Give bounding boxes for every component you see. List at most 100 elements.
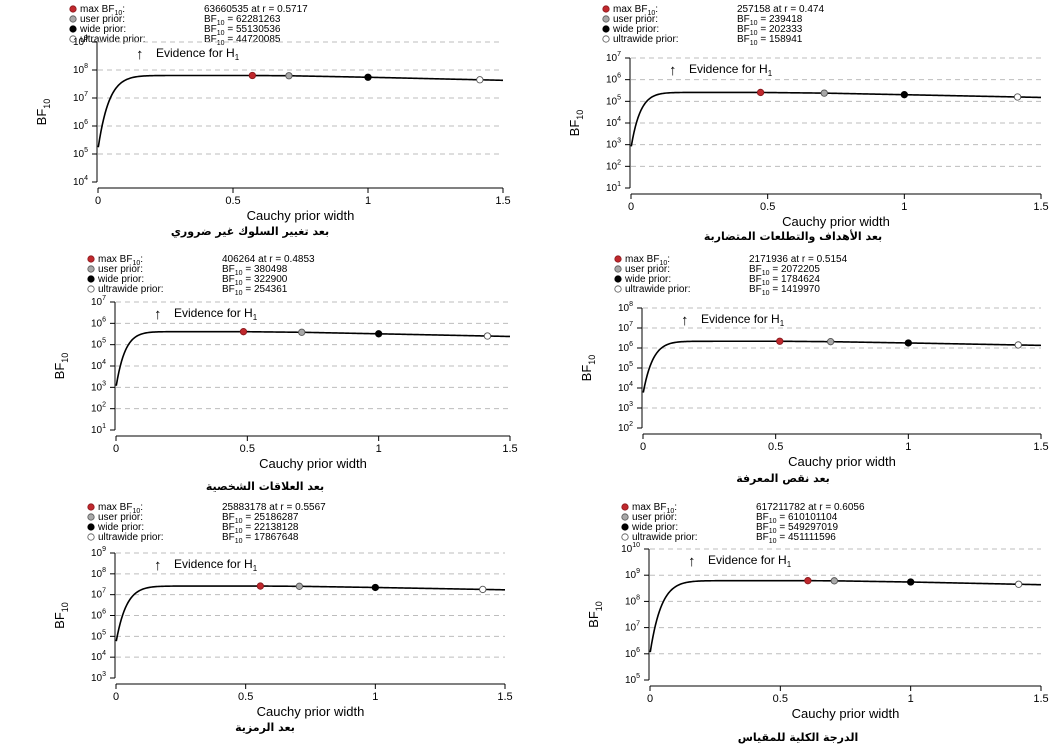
bf-curve-line (97, 74, 504, 148)
y-tick-label: 107 (625, 621, 640, 634)
x-tick-label: 1.5 (1033, 693, 1048, 705)
y-tick-label: 107 (606, 51, 621, 64)
evidence-label: Evidence for H1 (156, 46, 240, 62)
y-axis-label: BF10 (567, 110, 585, 137)
legend-max-marker (602, 5, 610, 13)
legend-ultrawide-label: ultrawide prior: (98, 284, 164, 295)
legend-user-label: user prior: (625, 264, 670, 275)
y-tick-label: 103 (91, 380, 106, 393)
legend-user-marker (621, 513, 629, 521)
y-tick-label: 105 (73, 147, 88, 160)
y-tick-label: 106 (618, 341, 633, 354)
legend-wide-marker (87, 523, 95, 531)
legend-max-label: max BF10: (632, 502, 677, 515)
panel-caption: الدرجة الكلية للمقياس (738, 731, 859, 744)
legend-user-marker (87, 513, 95, 521)
bf-curve-line (630, 91, 1042, 147)
x-tick-label: 1 (901, 201, 907, 213)
evidence-arrow-icon: ↑ (154, 306, 162, 323)
user-prior-point (295, 582, 304, 590)
chart-panel: max BF10: 2171936 at r = 0.5154 user prior… (528, 250, 1058, 500)
y-tick-label: 105 (91, 629, 106, 642)
legend-ultrawide-label: ultrawide prior: (632, 532, 698, 543)
max-prior-point (239, 328, 248, 336)
legend-ultrawide-value: BF10 = 254361 (222, 284, 288, 297)
robustness-chart: max BF10: 25883178 at r = 0.5567 user prio… (52, 502, 513, 734)
panel-caption: بعد تغيير السلوك غير ضروري (171, 225, 329, 238)
y-tick-label: 108 (618, 301, 633, 314)
evidence-arrow-icon: ↑ (681, 312, 689, 329)
ultrawide-prior-point (1014, 580, 1023, 588)
user-prior-point (285, 72, 293, 80)
legend-wide-label: wide prior: (97, 274, 144, 285)
y-tick-label: 108 (73, 63, 88, 76)
legend-ultrawide-value: BF10 = 451111596 (756, 532, 836, 545)
legend-ultrawide-label: ultrawide prior: (98, 532, 164, 543)
y-tick-label: 108 (625, 594, 640, 607)
y-tick-label: 102 (606, 159, 621, 172)
y-axis-label: BF10 (52, 353, 70, 380)
x-tick-label: 1.5 (1033, 441, 1048, 453)
x-tick-label: 0.5 (773, 693, 788, 705)
x-tick-label: 0 (113, 691, 119, 703)
legend-wide-value: BF10 = 22138128 (222, 522, 299, 535)
y-axis-label: BF10 (579, 355, 597, 382)
y-tick-label: 105 (606, 94, 621, 107)
legend-max-marker (621, 503, 629, 511)
legend-max-label: max BF10: (80, 4, 125, 17)
legend-max-value: 63660535 at r = 0.5717 (204, 4, 308, 15)
legend-wide-label: wide prior: (79, 24, 126, 35)
legend-wide-value: BF10 = 1784624 (749, 274, 820, 287)
y-tick-label: 106 (91, 609, 106, 622)
legend-max-label: max BF10: (98, 502, 143, 515)
panel-caption: بعد العلاقات الشخصية (206, 480, 324, 493)
wide-prior-point (364, 73, 372, 81)
y-tick-label: 108 (91, 567, 106, 580)
legend-max-marker (69, 5, 77, 13)
chart-panel: max BF10: 257158 at r = 0.474 user prior: B… (528, 0, 1058, 248)
legend-user-value: BF10 = 610101104 (756, 512, 838, 525)
x-tick-label: 1.5 (502, 443, 517, 455)
y-tick-label: 104 (91, 650, 106, 663)
y-tick-label: 102 (618, 421, 633, 434)
user-prior-point (298, 328, 306, 336)
legend-ultrawide-marker (621, 533, 629, 541)
y-tick-label: 105 (625, 673, 640, 686)
legend-user-label: user prior: (613, 14, 658, 25)
legend-max-label: max BF10: (613, 4, 658, 17)
x-tick-label: 0 (628, 201, 634, 213)
legend-user-value: BF10 = 239418 (737, 14, 803, 27)
x-tick-label: 0 (640, 441, 646, 453)
legend-ultrawide-marker (69, 35, 77, 43)
y-tick-label: 106 (606, 73, 621, 86)
legend-max-value: 617211782 at r = 0.6056 (756, 502, 865, 513)
legend-user-marker (69, 15, 77, 23)
legend-user-label: user prior: (80, 14, 125, 25)
legend-user-value: BF10 = 25186287 (222, 512, 299, 525)
evidence-arrow-icon: ↑ (688, 553, 696, 570)
y-tick-label: 109 (73, 35, 88, 48)
y-tick-label: 101 (91, 423, 106, 436)
x-tick-label: 0.5 (238, 691, 253, 703)
x-axis-label: Cauchy prior width (247, 208, 355, 223)
y-tick-label: 103 (91, 671, 106, 684)
chart-panel: max BF10: 617211782 at r = 0.6056 user pri… (528, 498, 1058, 749)
x-axis-label: Cauchy prior width (792, 706, 900, 721)
y-tick-label: 109 (91, 546, 106, 559)
evidence-arrow-icon: ↑ (136, 46, 144, 63)
legend-max-marker (87, 255, 95, 263)
wide-prior-point (904, 339, 912, 347)
max-prior-point (756, 88, 765, 97)
legend-max-value: 406264 at r = 0.4853 (222, 254, 315, 265)
legend-max-value: 257158 at r = 0.474 (737, 4, 824, 15)
y-tick-label: 104 (618, 381, 633, 394)
robustness-chart: max BF10: 406264 at r = 0.4853 user prior:… (52, 254, 518, 493)
x-tick-label: 1.5 (497, 691, 512, 703)
legend-ultrawide-value: BF10 = 158941 (737, 34, 803, 47)
legend-ultrawide-marker (87, 285, 95, 293)
legend-ultrawide-marker (602, 35, 610, 43)
legend-ultrawide-label: ultrawide prior: (625, 284, 691, 295)
legend-user-value: BF10 = 380498 (222, 264, 288, 277)
y-tick-label: 103 (618, 401, 633, 414)
